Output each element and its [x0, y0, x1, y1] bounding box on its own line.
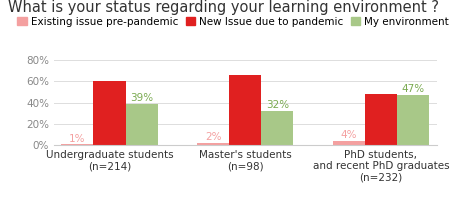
Bar [94, 81, 126, 145]
Bar [333, 141, 365, 145]
Bar [397, 95, 429, 145]
Bar [261, 111, 293, 145]
Text: 39%: 39% [130, 93, 153, 103]
Legend: Existing issue pre-pandemic, New Issue due to pandemic, My environment is adequa: Existing issue pre-pandemic, New Issue d… [14, 13, 450, 31]
Text: 32%: 32% [266, 100, 289, 110]
Text: 60%: 60% [98, 70, 121, 80]
Text: 66%: 66% [234, 64, 257, 74]
Text: 4%: 4% [341, 130, 357, 140]
Text: What is your status regarding your learning environment ?: What is your status regarding your learn… [8, 0, 439, 15]
Text: 1%: 1% [69, 134, 86, 143]
Bar [197, 143, 229, 145]
Bar [229, 75, 261, 145]
Text: 48%: 48% [369, 83, 392, 93]
Bar [365, 94, 397, 145]
Text: 47%: 47% [401, 84, 425, 94]
Text: 2%: 2% [205, 133, 221, 142]
Bar [61, 144, 94, 145]
Bar [126, 104, 158, 145]
